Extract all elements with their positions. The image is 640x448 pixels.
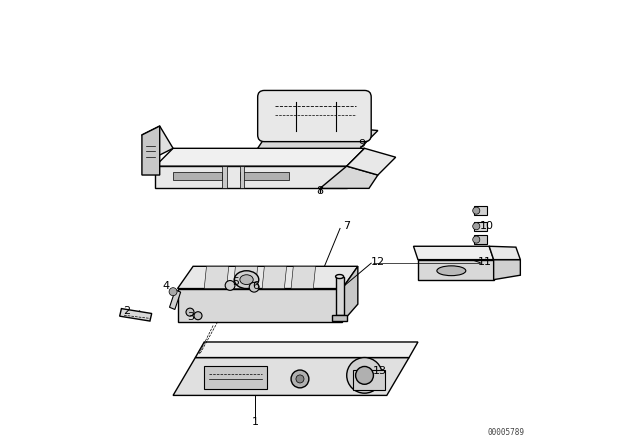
Text: 00005789: 00005789 [488,428,525,437]
Circle shape [194,312,202,320]
Circle shape [186,308,194,316]
Ellipse shape [335,275,344,279]
Polygon shape [489,246,520,260]
Polygon shape [347,148,396,175]
Polygon shape [353,370,385,390]
Circle shape [296,375,304,383]
Polygon shape [320,166,378,188]
Polygon shape [173,358,409,396]
Polygon shape [347,375,382,385]
Polygon shape [222,166,227,188]
Polygon shape [493,260,520,280]
Polygon shape [156,166,347,188]
Text: 3: 3 [188,313,195,323]
Polygon shape [142,126,173,157]
Circle shape [347,358,382,393]
Polygon shape [240,172,289,181]
Polygon shape [291,266,316,289]
Polygon shape [177,266,358,289]
Text: 13: 13 [373,366,387,376]
Text: 5: 5 [232,277,239,287]
Polygon shape [177,289,342,322]
Polygon shape [413,246,493,260]
Polygon shape [474,222,487,231]
Polygon shape [418,260,493,280]
Text: 6: 6 [252,281,259,291]
Polygon shape [204,366,267,389]
Circle shape [249,282,259,292]
Polygon shape [233,266,258,289]
Polygon shape [474,235,487,244]
Polygon shape [142,126,160,175]
Polygon shape [342,266,358,322]
Text: 11: 11 [477,257,492,267]
Polygon shape [474,206,487,215]
Text: 9: 9 [359,139,366,149]
Text: 7: 7 [343,221,350,231]
FancyBboxPatch shape [258,90,371,142]
Polygon shape [204,266,228,289]
Circle shape [169,288,177,296]
Polygon shape [332,315,347,321]
Circle shape [473,236,480,243]
Circle shape [356,366,373,384]
Polygon shape [262,266,287,289]
Polygon shape [335,277,344,315]
Polygon shape [240,166,244,188]
Polygon shape [120,309,152,321]
Circle shape [291,370,309,388]
Circle shape [473,207,480,214]
Circle shape [473,223,480,230]
Polygon shape [173,172,222,181]
Circle shape [225,280,235,290]
Polygon shape [195,342,418,358]
Polygon shape [156,148,365,166]
Text: 10: 10 [480,221,494,231]
Text: 8: 8 [316,185,324,196]
Text: 12: 12 [371,257,385,267]
Polygon shape [170,290,180,310]
Text: 4: 4 [163,281,170,291]
Polygon shape [258,121,378,148]
Ellipse shape [234,271,259,289]
Ellipse shape [240,275,253,284]
Ellipse shape [437,266,466,276]
Text: 2: 2 [123,306,130,316]
Text: 1: 1 [252,417,259,427]
